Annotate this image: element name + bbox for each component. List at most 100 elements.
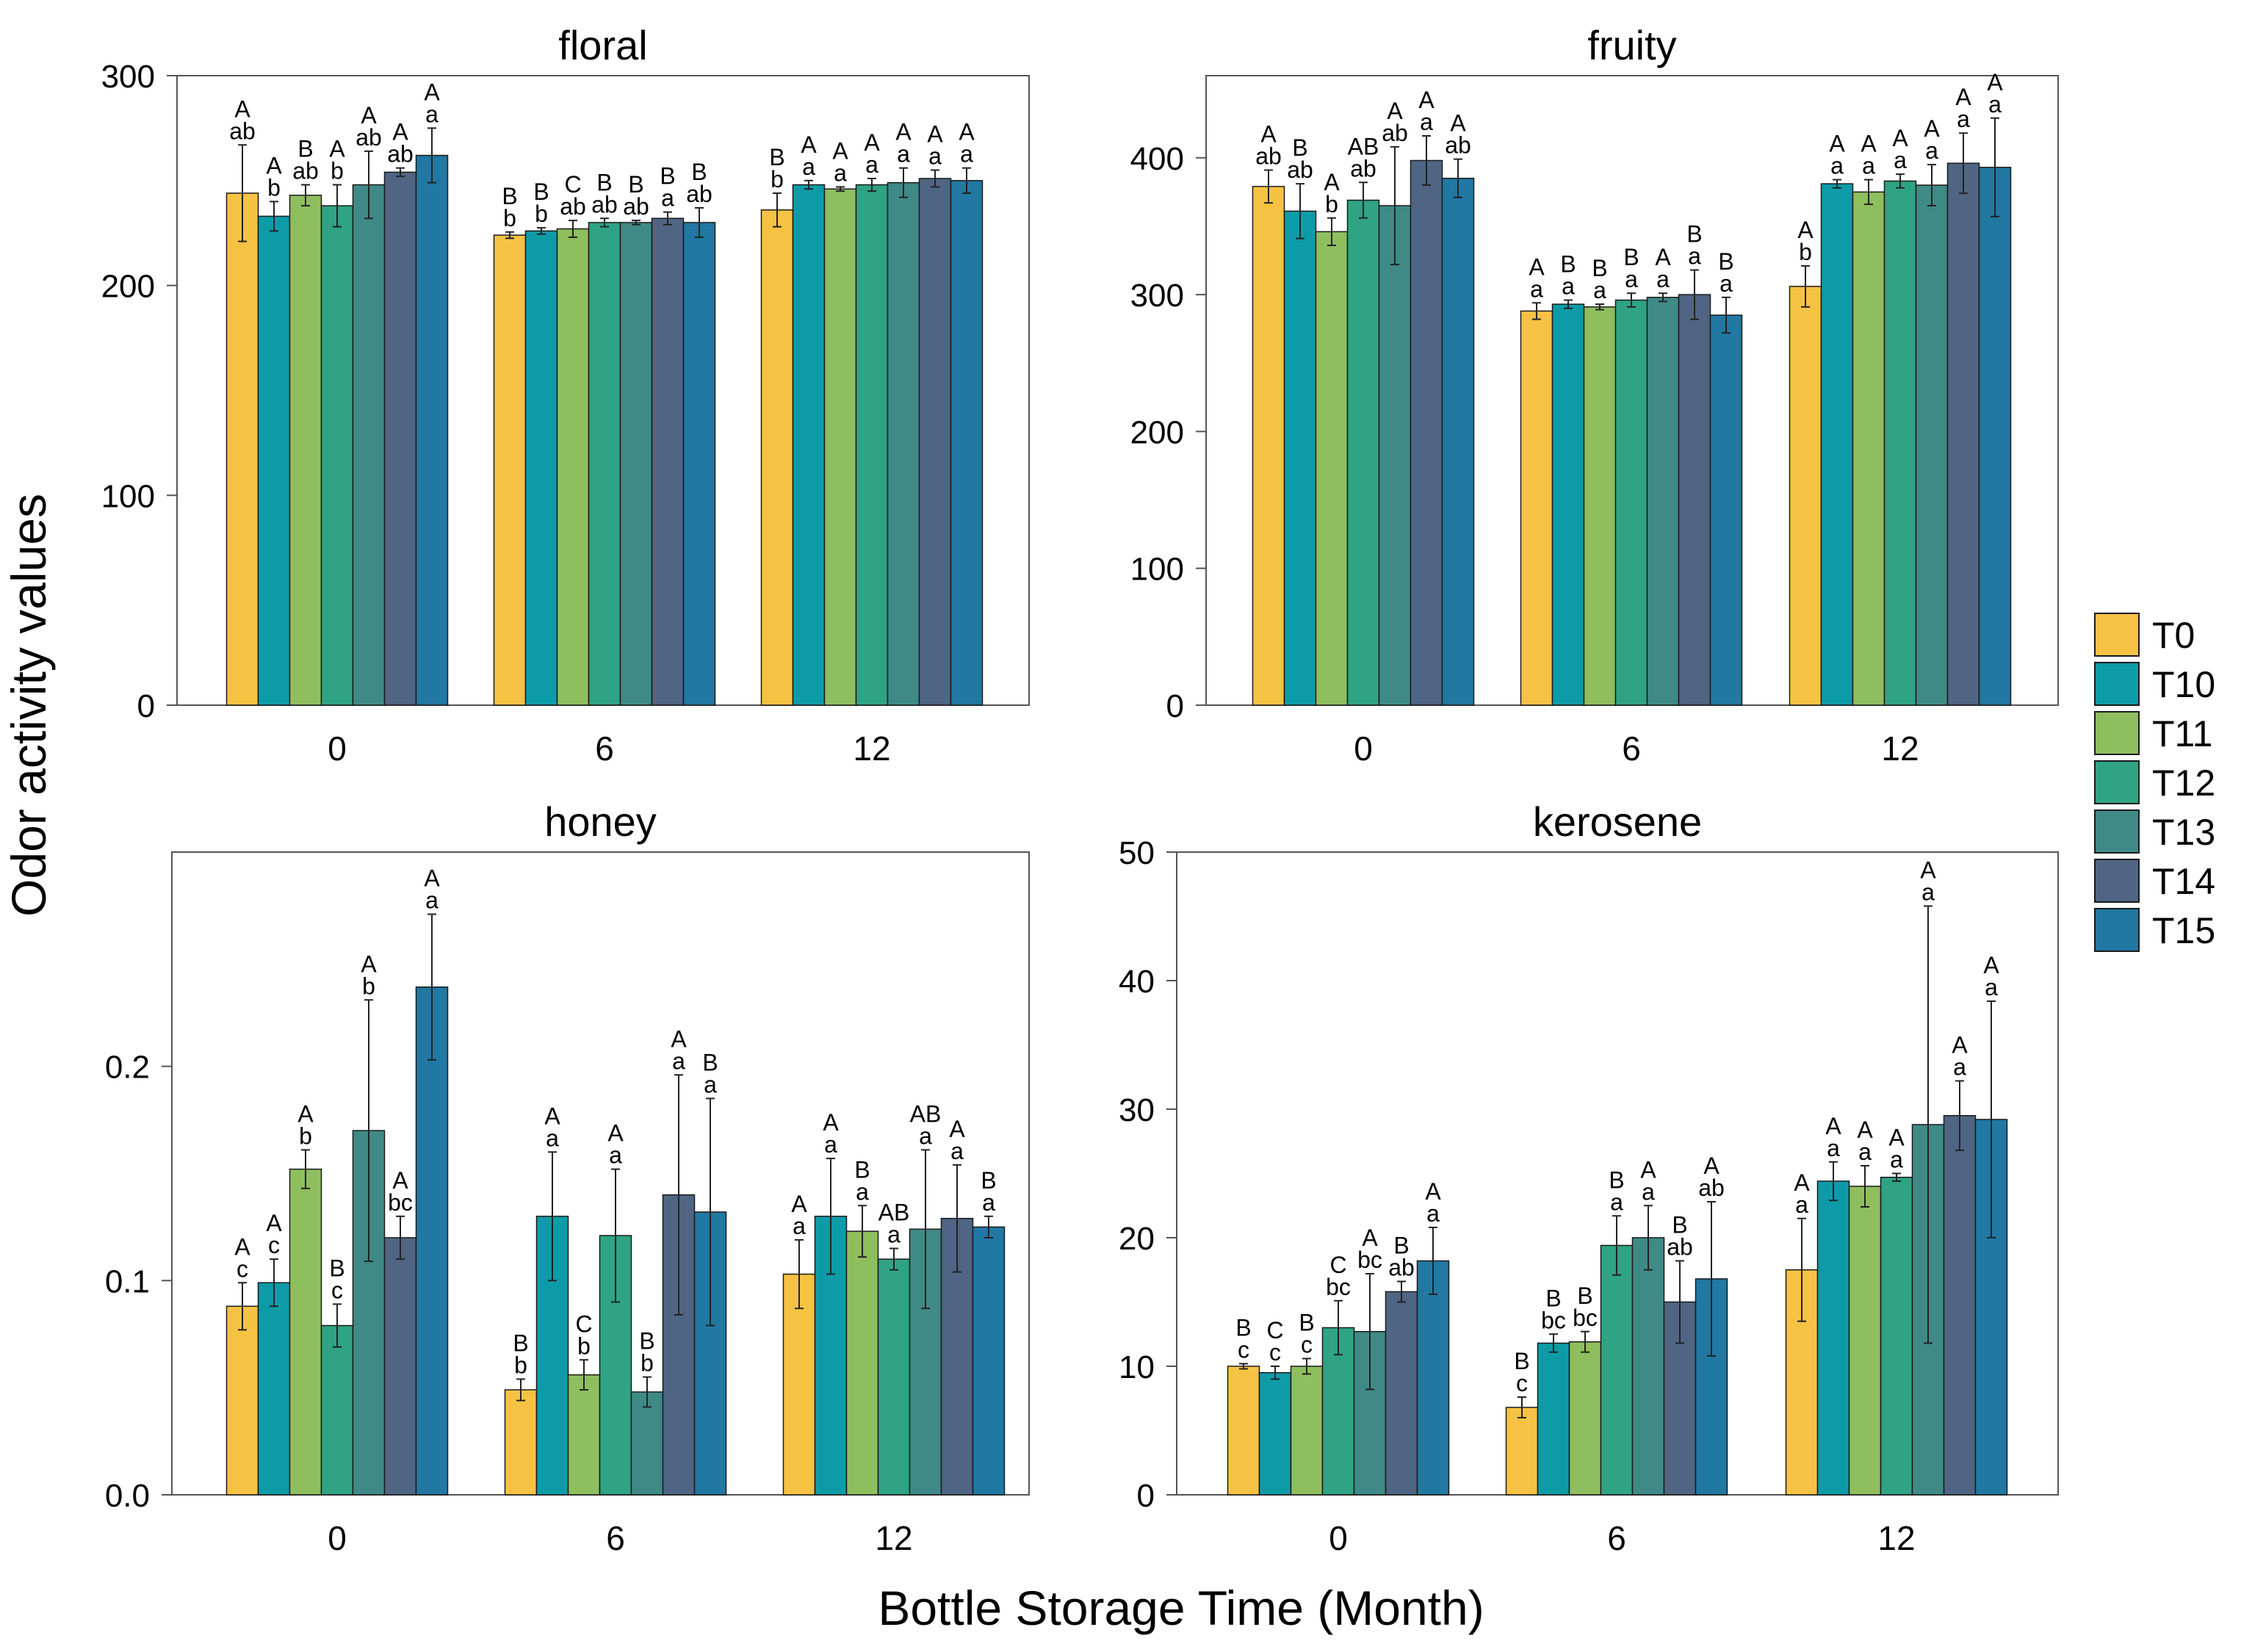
significance-upper: B — [1545, 1285, 1561, 1311]
y-tick-label: 0.0 — [105, 1478, 150, 1514]
bar-T10 — [1551, 303, 1585, 706]
bar-T11 — [1852, 191, 1885, 706]
bar-T15 — [1709, 314, 1743, 706]
bar-T11 — [1583, 306, 1617, 706]
significance-upper: C — [564, 171, 581, 198]
x-tick-label: 6 — [606, 1519, 625, 1557]
legend-swatch-T13 — [2094, 809, 2140, 854]
significance-upper: A — [266, 1210, 282, 1236]
significance-lower: b — [640, 1350, 654, 1377]
significance-lower: ab — [1667, 1234, 1693, 1260]
significance-lower: a — [425, 887, 439, 914]
significance-lower: ab — [1382, 120, 1408, 146]
bar-T10 — [257, 215, 291, 706]
significance-lower: b — [514, 1352, 527, 1379]
y-tick-label: 200 — [101, 269, 155, 305]
x-tick-label: 12 — [875, 1519, 912, 1557]
legend-swatch-T0 — [2094, 613, 2140, 657]
significance-lower: a — [1593, 277, 1606, 303]
significance-upper: A — [1952, 1032, 1968, 1058]
significance-lower: a — [1719, 270, 1733, 297]
significance-lower: b — [362, 973, 375, 999]
bar-T12 — [320, 205, 354, 706]
bar-T12 — [588, 222, 621, 706]
significance-lower: ab — [1255, 143, 1282, 170]
significance-upper: B — [1623, 244, 1639, 270]
significance-lower: a — [1862, 153, 1875, 179]
significance-upper: A — [1362, 1224, 1378, 1251]
legend-label-T10: T10 — [2152, 664, 2215, 705]
significance-upper: A — [1829, 131, 1845, 157]
significance-upper: A — [1983, 952, 1999, 978]
significance-upper: A — [927, 121, 943, 148]
significance-lower: a — [1530, 275, 1543, 302]
bar-T0 — [1520, 310, 1553, 706]
bar-T0 — [1227, 1366, 1260, 1496]
panel-title: honey — [544, 798, 657, 845]
significance-lower: a — [834, 159, 847, 186]
significance-lower: c — [1516, 1370, 1528, 1396]
significance-upper: A — [823, 1109, 839, 1136]
legend-swatch-T10 — [2094, 662, 2140, 706]
significance-upper: AB — [1348, 133, 1379, 159]
significance-upper: B — [1560, 251, 1576, 278]
bar-T0 — [504, 1389, 538, 1496]
significance-lower: a — [1426, 1200, 1440, 1227]
bar-T12 — [1346, 199, 1380, 706]
significance-upper: A — [1825, 1113, 1841, 1139]
significance-upper: B — [1592, 255, 1607, 281]
bar-T10 — [257, 1282, 291, 1496]
x-tick-label: 12 — [853, 729, 890, 768]
bar-T11 — [823, 188, 857, 706]
significance-lower: ab — [1388, 1255, 1415, 1281]
significance-upper: B — [1299, 1310, 1314, 1336]
x-tick-label: 0 — [1329, 1519, 1348, 1557]
significance-lower: a — [1656, 266, 1670, 292]
significance-lower: a — [982, 1189, 995, 1216]
bar-T10 — [1820, 183, 1854, 706]
y-tick-label: 40 — [1119, 964, 1155, 1000]
significance-lower: b — [771, 166, 784, 192]
bar-T11 — [845, 1230, 879, 1496]
bar-T14 — [383, 1237, 417, 1496]
significance-lower: c — [331, 1277, 343, 1303]
bar-T0 — [1252, 186, 1285, 706]
significance-upper: A — [801, 131, 817, 158]
bar-T10 — [524, 230, 558, 706]
significance-upper: B — [660, 163, 675, 190]
bar-T14 — [1385, 1291, 1418, 1496]
bar-T11 — [289, 1168, 322, 1496]
significance-upper: A — [1655, 244, 1671, 270]
significance-upper: A — [234, 1233, 250, 1260]
panel-title: floral — [558, 22, 647, 68]
significance-lower: a — [1953, 1054, 1966, 1081]
significance-lower: a — [1830, 153, 1844, 179]
significance-upper: B — [1235, 1315, 1251, 1341]
significance-lower: a — [1957, 106, 1970, 132]
significance-lower: a — [1642, 1178, 1655, 1205]
bar-T14 — [1943, 1115, 1977, 1496]
significance-lower: a — [960, 141, 973, 167]
significance-upper: A — [895, 119, 912, 145]
significance-upper: A — [1418, 87, 1435, 113]
significance-upper: A — [1387, 98, 1403, 124]
significance-upper: C — [575, 1310, 592, 1337]
significance-upper: A — [424, 865, 440, 892]
bar-T13 — [619, 222, 653, 706]
significance-lower: c — [1269, 1339, 1281, 1366]
y-tick-label: 50 — [1119, 835, 1155, 871]
bar-T13 — [630, 1391, 664, 1496]
significance-upper: A — [1797, 217, 1814, 243]
significance-upper: A — [297, 1100, 314, 1127]
significance-upper: B — [596, 169, 612, 195]
bar-T10 — [1258, 1372, 1292, 1496]
y-tick-label: 100 — [101, 478, 155, 514]
bar-T13 — [1646, 297, 1680, 706]
significance-lower: a — [1610, 1188, 1623, 1215]
significance-lower: a — [1562, 273, 1575, 300]
bar-T15 — [682, 222, 716, 706]
bar-T13 — [887, 181, 920, 706]
significance-lower: a — [856, 1178, 869, 1205]
bar-T10 — [792, 184, 826, 706]
